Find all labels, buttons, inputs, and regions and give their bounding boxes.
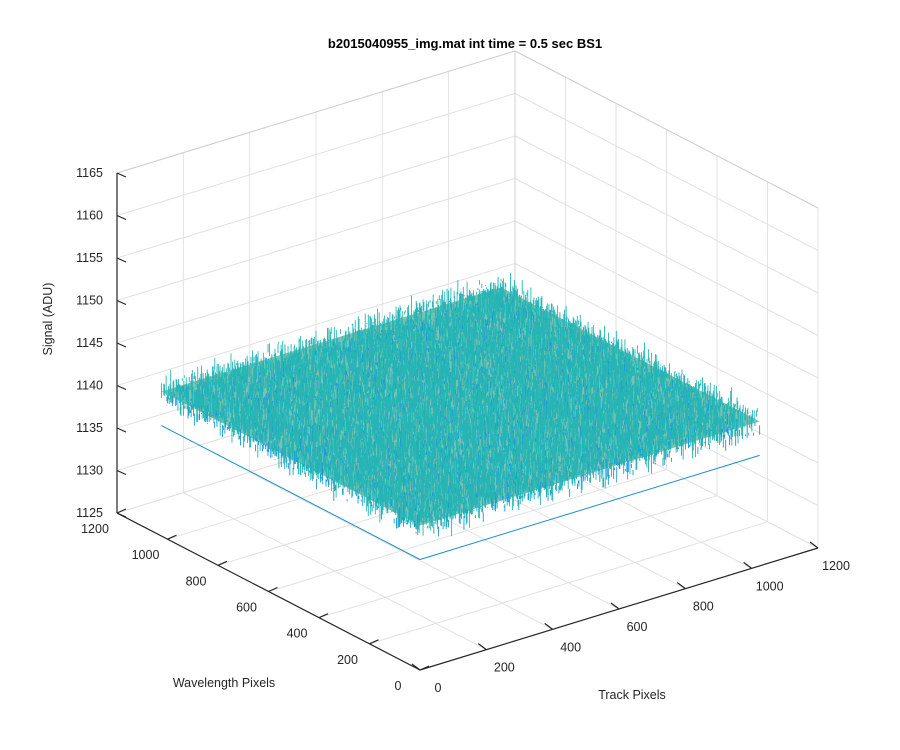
box-edge [514, 50, 819, 209]
grid-line [369, 521, 768, 645]
box-edge [116, 50, 516, 174]
surface-plot [160, 273, 761, 560]
grid-line [318, 495, 718, 619]
grid-line [268, 469, 667, 592]
